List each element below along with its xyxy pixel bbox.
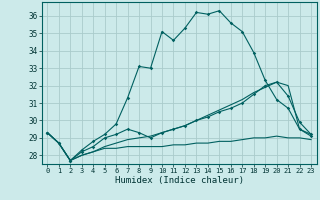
- X-axis label: Humidex (Indice chaleur): Humidex (Indice chaleur): [115, 176, 244, 185]
